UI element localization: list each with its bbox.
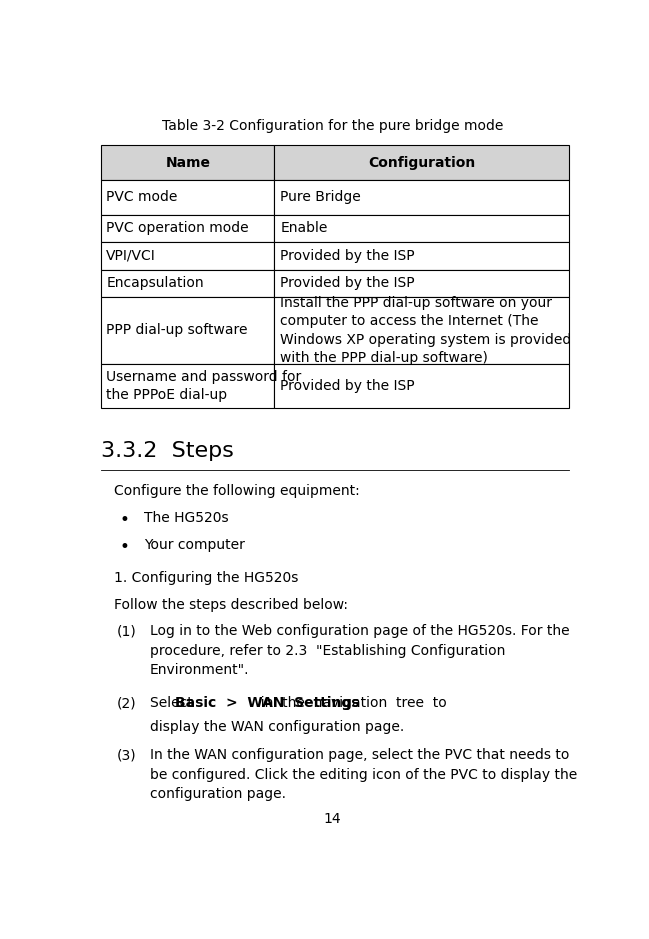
Text: Enable: Enable bbox=[280, 222, 328, 236]
Bar bbox=[101, 269, 275, 297]
Text: 3.3.2  Steps: 3.3.2 Steps bbox=[101, 441, 234, 461]
Bar bbox=[275, 242, 569, 269]
Text: Your computer: Your computer bbox=[144, 537, 245, 551]
Bar bbox=[101, 242, 275, 269]
Bar bbox=[275, 363, 569, 408]
Text: VPI/VCI: VPI/VCI bbox=[106, 249, 156, 263]
Bar bbox=[275, 297, 569, 363]
Bar bbox=[275, 146, 569, 180]
Bar bbox=[101, 180, 275, 215]
Text: 14: 14 bbox=[324, 811, 341, 825]
Text: 1. Configuring the HG520s: 1. Configuring the HG520s bbox=[114, 571, 298, 585]
Bar bbox=[101, 363, 275, 408]
Text: In the WAN configuration page, select the PVC that needs to
be configured. Click: In the WAN configuration page, select th… bbox=[150, 748, 577, 801]
Text: Name: Name bbox=[165, 156, 210, 170]
Text: in  the  navigation  tree  to: in the navigation tree to bbox=[252, 696, 447, 710]
Text: display the WAN configuration page.: display the WAN configuration page. bbox=[150, 720, 404, 734]
Text: (2): (2) bbox=[116, 696, 136, 710]
Bar bbox=[101, 146, 275, 180]
Text: Configure the following equipment:: Configure the following equipment: bbox=[114, 485, 360, 499]
Bar bbox=[101, 215, 275, 242]
Text: Pure Bridge: Pure Bridge bbox=[280, 191, 361, 205]
Text: Username and password for
the PPPoE dial-up: Username and password for the PPPoE dial… bbox=[106, 370, 302, 402]
Bar bbox=[101, 297, 275, 363]
Text: Provided by the ISP: Provided by the ISP bbox=[280, 379, 415, 393]
Text: Configuration: Configuration bbox=[368, 156, 475, 170]
Text: Provided by the ISP: Provided by the ISP bbox=[280, 249, 415, 263]
Text: Table 3-2 Configuration for the pure bridge mode: Table 3-2 Configuration for the pure bri… bbox=[162, 119, 504, 133]
Text: Basic  >  WAN  Settings: Basic > WAN Settings bbox=[175, 696, 360, 710]
Bar bbox=[275, 180, 569, 215]
Text: Provided by the ISP: Provided by the ISP bbox=[280, 276, 415, 290]
Text: Follow the steps described below:: Follow the steps described below: bbox=[114, 598, 348, 611]
Text: •: • bbox=[120, 511, 130, 529]
Bar bbox=[275, 269, 569, 297]
Text: Select: Select bbox=[150, 696, 202, 710]
Bar bbox=[275, 215, 569, 242]
Text: PVC operation mode: PVC operation mode bbox=[106, 222, 249, 236]
Text: •: • bbox=[120, 537, 130, 556]
Text: (3): (3) bbox=[116, 748, 136, 762]
Text: The HG520s: The HG520s bbox=[144, 511, 228, 525]
Text: Encapsulation: Encapsulation bbox=[106, 276, 204, 290]
Text: (1): (1) bbox=[116, 624, 136, 639]
Text: PVC mode: PVC mode bbox=[106, 191, 178, 205]
Text: Install the PPP dial-up software on your
computer to access the Internet (The
Wi: Install the PPP dial-up software on your… bbox=[280, 296, 572, 365]
Text: PPP dial-up software: PPP dial-up software bbox=[106, 323, 248, 337]
Text: Log in to the Web configuration page of the HG520s. For the
procedure, refer to : Log in to the Web configuration page of … bbox=[150, 624, 570, 677]
